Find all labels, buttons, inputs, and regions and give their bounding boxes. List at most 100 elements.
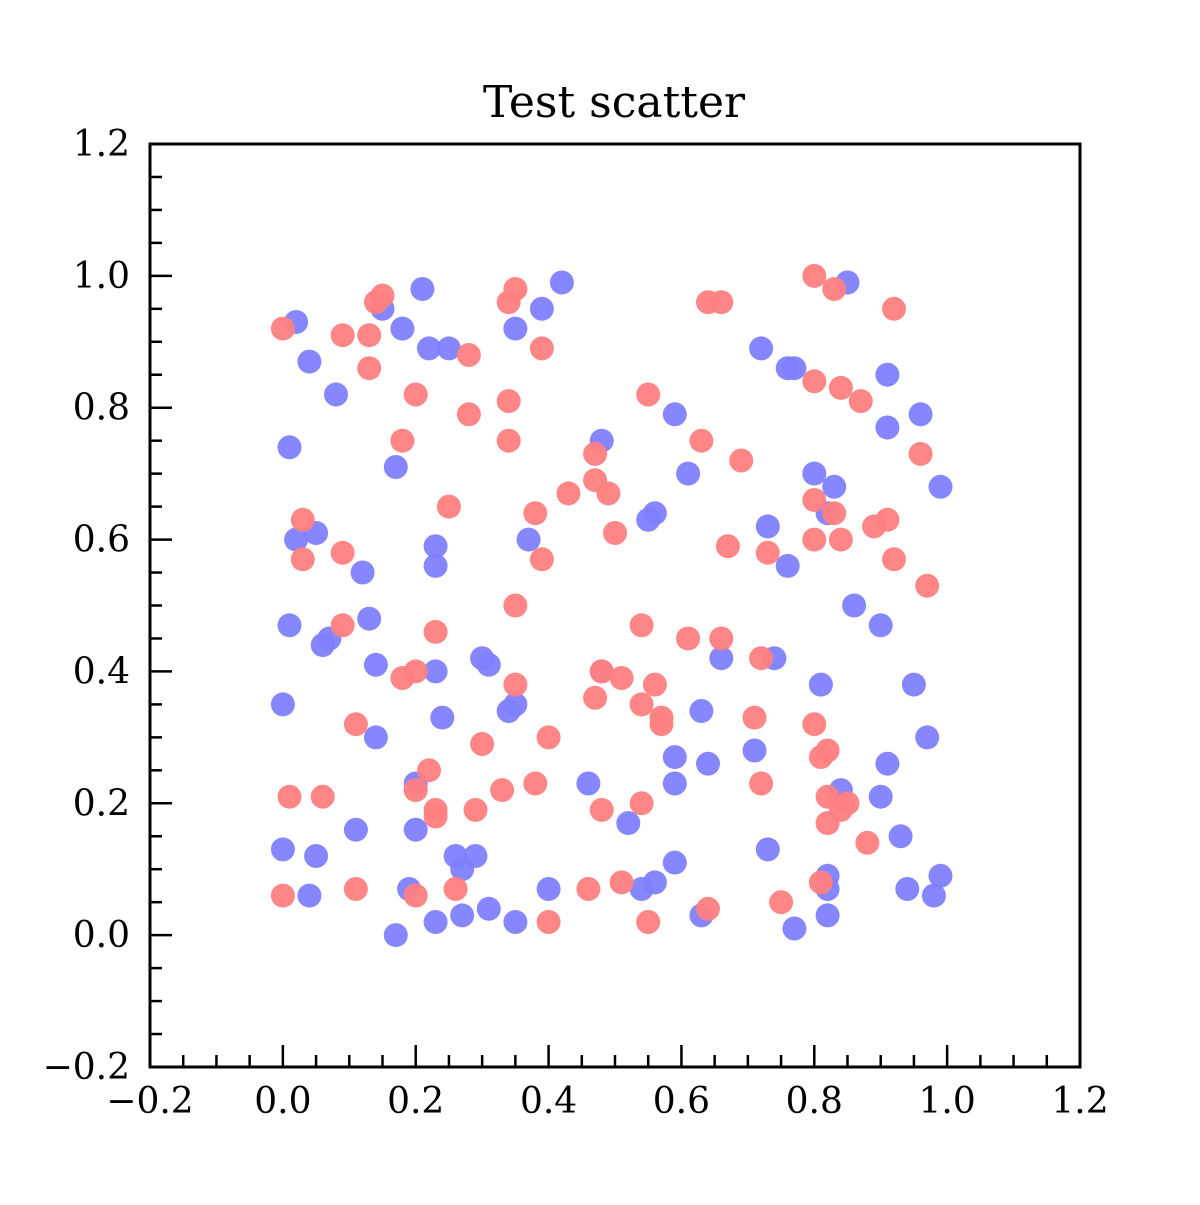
scatter-point-s2-85	[802, 712, 827, 737]
scatter-point-s2-25	[456, 343, 481, 367]
scatter-point-s2-54	[576, 877, 601, 901]
scatter-point-s1-22	[417, 336, 441, 361]
scatter-point-s2-14	[403, 659, 428, 684]
scatter-point-s2-79	[828, 375, 853, 400]
scatter-point-s2-11	[330, 613, 355, 638]
scatter-point-s2-62	[636, 910, 661, 934]
scatter-point-s1-67	[782, 356, 807, 381]
scatter-point-s2-44	[556, 481, 581, 506]
scatter-point-s1-13	[350, 560, 375, 585]
scatter-point-s1-72	[755, 837, 780, 862]
scatter-point-s2-8	[290, 507, 315, 532]
scatter-point-s2-23	[403, 883, 428, 908]
scatter-point-s2-94	[882, 296, 906, 321]
scatter-point-s2-91	[835, 791, 860, 816]
scatter-point-s1-8	[310, 633, 335, 658]
scatter-point-s2-61	[629, 791, 654, 816]
scatter-point-s1-76	[822, 474, 847, 499]
scatter-point-s1-73	[782, 916, 807, 941]
scatter-point-s2-70	[696, 896, 720, 921]
scatter-point-s2-83	[822, 501, 847, 526]
x-tick-label: 0.0	[254, 1081, 311, 1122]
scatter-point-s2-56	[629, 613, 654, 638]
scatter-point-s1-71	[742, 738, 767, 763]
scatter-point-s1-36	[463, 844, 488, 868]
y-tick-label: 0.4	[73, 651, 130, 692]
scatter-point-s2-95	[908, 441, 933, 466]
scatter-point-s1-9	[270, 692, 295, 717]
x-tick-label: 1.0	[919, 1081, 976, 1122]
scatter-point-s1-65	[749, 336, 774, 361]
scatter-point-s2-49	[589, 659, 614, 684]
scatter-point-s2-69	[709, 626, 734, 651]
scatter-point-s1-40	[503, 692, 528, 717]
scatter-point-s2-58	[642, 672, 667, 697]
scatter-point-s2-64	[709, 290, 734, 315]
scatter-point-s2-7	[390, 428, 415, 453]
scatter-point-s1-82	[815, 903, 840, 928]
scatter-point-s1-17	[343, 817, 368, 842]
scatter-point-s2-37	[523, 501, 548, 526]
scatter-point-s2-30	[463, 797, 488, 822]
scatter-point-s2-40	[503, 672, 528, 697]
x-tick-label: 0.2	[387, 1081, 444, 1122]
scatter-point-s1-68	[755, 514, 780, 539]
scatter-point-s1-43	[503, 316, 528, 341]
scatter-point-s1-47	[536, 877, 561, 901]
scatter-point-s2-81	[802, 488, 827, 512]
scatter-point-s1-84	[875, 362, 900, 387]
scatter-point-s1-92	[868, 784, 893, 809]
scatter-point-s1-96	[928, 863, 953, 888]
scatter-point-s2-34	[496, 389, 521, 414]
y-tick-label: 0.2	[73, 783, 130, 824]
tick-labels-layer: −0.2 0.0 0.2 0.4 0.6 0.8 1.0 1.2 −0.2 0.0 0.2 0.4 0.…	[43, 124, 1109, 1122]
scatter-point-s2-31	[490, 778, 515, 803]
scatter-point-s1-48	[576, 771, 601, 796]
scatter-point-s2-5	[370, 283, 395, 308]
scatter-point-s2-38	[529, 547, 554, 572]
scatter-point-s1-11	[304, 844, 329, 868]
scatter-point-s2-16	[417, 758, 441, 783]
scatter-point-s1-94	[895, 877, 920, 901]
points-layer	[270, 263, 953, 948]
scatter-point-s2-33	[503, 277, 528, 301]
scatter-point-s1-2	[324, 382, 348, 407]
scatter-point-s2-77	[822, 277, 847, 301]
scatter-point-s1-45	[549, 270, 574, 295]
scatter-point-s2-60	[649, 712, 674, 737]
scatter-point-s2-53	[609, 870, 634, 895]
scatter-point-s2-99	[915, 573, 940, 598]
scatter-point-s1-55	[642, 501, 667, 526]
scatter-point-s1-62	[696, 751, 720, 776]
scatter-point-s2-47	[596, 481, 621, 506]
scatter-point-s2-39	[503, 593, 528, 618]
scatter-point-s1-78	[808, 672, 833, 697]
scatter-point-s1-12	[297, 883, 322, 908]
scatter-point-s2-12	[343, 712, 368, 737]
scatter-point-s1-57	[676, 461, 701, 486]
scatter-point-s2-36	[529, 336, 554, 361]
scatter-point-s2-35	[496, 428, 521, 453]
scatter-point-s1-90	[915, 725, 940, 750]
scatter-point-s2-93	[855, 830, 880, 855]
scatter-point-s1-29	[403, 817, 428, 842]
scatter-point-s1-4	[284, 527, 309, 552]
scatter-point-s2-50	[609, 666, 634, 690]
scatter-point-s2-42	[523, 771, 548, 796]
x-tick-label: 1.2	[1051, 1081, 1108, 1122]
scatter-point-s2-48	[603, 521, 627, 545]
scatter-point-s2-51	[583, 685, 608, 710]
scatter-point-s1-86	[908, 402, 933, 427]
scatter-point-s2-65	[689, 428, 714, 453]
scatter-point-s2-26	[456, 402, 481, 427]
scatter-point-s2-82	[802, 527, 827, 552]
scatter-point-s1-69	[775, 553, 800, 578]
scatter-point-s1-31	[383, 923, 408, 948]
scatter-point-s2-75	[769, 890, 794, 915]
scatter-point-s1-85	[875, 415, 900, 440]
x-tick-label: 0.4	[520, 1081, 577, 1122]
scatter-point-s2-57	[629, 692, 654, 717]
scatter-point-s1-58	[662, 745, 687, 770]
